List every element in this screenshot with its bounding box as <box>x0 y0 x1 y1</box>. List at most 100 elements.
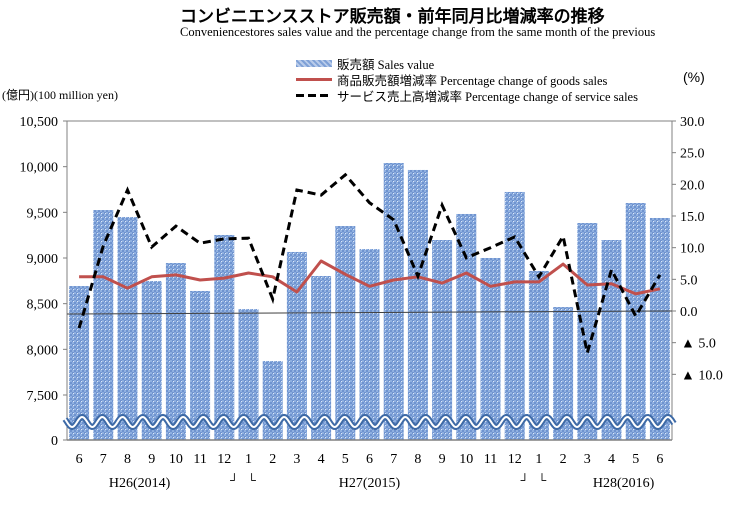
bar-sales <box>93 210 114 440</box>
line-service-sales <box>77 172 662 354</box>
x-tick-label: 3 <box>584 452 591 467</box>
left-tick-label: 8,500 <box>27 298 59 313</box>
left-axis-unit: (億円)(100 million yen) <box>2 88 118 102</box>
bar-sales <box>165 263 186 440</box>
x-tick-label: 8 <box>414 452 421 467</box>
right-tick-label: 5.0 <box>680 273 698 288</box>
bar-sales <box>577 223 598 440</box>
left-tick-label: 9,500 <box>27 206 59 221</box>
bar-sales <box>383 163 404 440</box>
x-tick-label: 8 <box>124 452 131 467</box>
right-tick-label: 20.0 <box>680 178 705 193</box>
bar-sales <box>190 290 211 440</box>
legend-item-service: サービス売上高増減率 Percentage change of service … <box>296 87 638 104</box>
right-tick-label: 15.0 <box>680 210 705 225</box>
right-tick-label: 0.0 <box>680 305 698 320</box>
right-tick-label: 25.0 <box>680 147 705 162</box>
bar-sales <box>214 234 235 440</box>
bar-sales <box>141 281 162 440</box>
bar-sales <box>117 216 138 440</box>
chart-title: コンビニエンスストア販売額・前年同月比増減率の推移 <box>180 7 605 27</box>
legend-label-service: サービス売上高増減率 Percentage change of service … <box>337 89 638 104</box>
chart-subtitle: Conveniencestores sales value and the pe… <box>180 25 656 39</box>
left-axis: 0 7,500 8,000 8,500 9,000 9,500 10,000 10,500 <box>20 115 67 449</box>
x-tick-label: 10 <box>459 452 473 467</box>
right-tick-label: ▲ 10.0 <box>681 368 723 383</box>
bar-sales <box>528 270 549 440</box>
bar-sales <box>553 307 574 440</box>
legend-item-goods: 商品販売額増減率 Percentage change of goods sale… <box>296 71 638 88</box>
bar-sales <box>311 275 332 440</box>
legend: 販売額 Sales value 商品販売額増減率 Percentage chan… <box>296 55 638 104</box>
x-tick-label: 4 <box>608 452 615 467</box>
x-tick-label: 9 <box>439 452 446 467</box>
right-tick-label: ▲ 5.0 <box>681 337 716 352</box>
axis-break <box>62 413 677 431</box>
right-axis-unit: (%) <box>683 69 705 85</box>
legend-item-sales: 販売額 Sales value <box>296 55 638 72</box>
right-tick-label: 10.0 <box>680 242 705 257</box>
x-tick-label: 7 <box>390 452 397 467</box>
x-tick-label: 2 <box>269 452 276 467</box>
bar-sales <box>625 203 646 440</box>
left-tick-label: 0 <box>51 434 58 449</box>
bar-sales <box>359 249 380 440</box>
x-tick-label: 11 <box>484 452 497 467</box>
x-tick-label: 9 <box>148 452 155 467</box>
bar-sales <box>504 191 525 440</box>
zero-line <box>66 310 673 315</box>
bar-sales <box>335 226 356 440</box>
year-separator-left: ┘ <box>520 473 529 487</box>
left-tick-label: 7,500 <box>27 389 59 404</box>
year-label: H27(2015) <box>339 476 401 491</box>
right-axis: ▲ 10.0 ▲ 5.0 0.0 5.0 10.0 15.0 20.0 25.0 30.0 <box>672 115 723 383</box>
x-tick-label: 12 <box>508 452 522 467</box>
x-tick-label: 1 <box>535 452 542 467</box>
x-axis: 6 7 8 9 10 11 12 1 2 3 4 5 6 7 8 9 10 11 12 1 2 3 4 5 6H26(2014)… <box>76 452 664 491</box>
bar-sales <box>432 240 453 440</box>
x-tick-label: 5 <box>632 452 639 467</box>
legend-label-sales: 販売額 Sales value <box>337 57 435 72</box>
year-separator-right: └ <box>538 473 547 487</box>
bars-group <box>69 163 670 441</box>
bar-sales <box>601 240 622 440</box>
bar-sales <box>407 169 428 441</box>
x-tick-label: 12 <box>217 452 231 467</box>
left-tick-label: 10,500 <box>20 115 59 130</box>
year-separator-left: ┘ <box>230 473 239 487</box>
axis-break-wave-inner <box>64 415 675 429</box>
bar-sales <box>480 258 501 440</box>
legend-swatch-service-line <box>296 93 332 97</box>
left-tick-label: 9,000 <box>27 252 59 267</box>
bar-sales <box>286 251 307 440</box>
legend-swatch-bar <box>296 59 332 67</box>
x-tick-label: 10 <box>169 452 183 467</box>
x-tick-label: 6 <box>366 452 373 467</box>
x-tick-label: 3 <box>293 452 300 467</box>
year-separator-right: └ <box>247 473 256 487</box>
x-tick-label: 11 <box>193 452 206 467</box>
x-tick-label: 5 <box>342 452 349 467</box>
year-label: H26(2014) <box>109 476 171 491</box>
legend-label-goods: 商品販売額増減率 Percentage change of goods sale… <box>337 73 608 88</box>
x-tick-label: 6 <box>656 452 663 467</box>
x-tick-label: 4 <box>318 452 325 467</box>
bar-sales <box>69 286 90 440</box>
x-tick-label: 1 <box>245 452 252 467</box>
line-goods-sales <box>79 259 661 296</box>
right-tick-label: 30.0 <box>680 115 705 130</box>
x-tick-label: 6 <box>76 452 83 467</box>
year-label: H28(2016) <box>593 476 655 491</box>
x-tick-label: 2 <box>560 452 567 467</box>
bar-sales <box>456 213 477 440</box>
lines-group <box>77 172 662 354</box>
left-tick-label: 10,000 <box>20 161 59 176</box>
bar-sales <box>238 309 259 440</box>
plot-frame <box>66 120 673 441</box>
x-tick-label: 7 <box>100 452 107 467</box>
bar-sales <box>649 217 670 440</box>
legend-swatch-goods-line <box>296 77 332 81</box>
left-tick-label: 8,000 <box>27 343 59 358</box>
